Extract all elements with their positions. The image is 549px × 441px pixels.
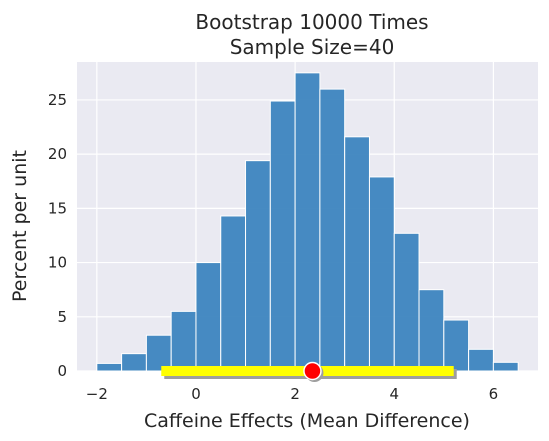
- histogram-bar: [344, 136, 370, 372]
- y-tick-label: 10: [48, 254, 67, 272]
- histogram-bar: [368, 176, 395, 372]
- histogram-bar: [269, 100, 296, 372]
- histogram-bar: [393, 232, 420, 372]
- x-tick-label: −2: [86, 385, 108, 403]
- histogram-bar: [418, 289, 445, 372]
- y-tick-label: 5: [57, 308, 67, 326]
- histogram-bar: [96, 362, 123, 372]
- histogram-bar: [195, 262, 222, 372]
- chart-title-line-1: Bootstrap 10000 Times: [195, 10, 428, 34]
- observed-statistic: [303, 361, 324, 382]
- y-axis-label: Percent per unit: [9, 150, 31, 302]
- histogram-bar: [319, 88, 346, 372]
- x-tick-label: 6: [489, 385, 499, 403]
- x-tick-label: 2: [290, 385, 300, 403]
- y-axis-ticks: 0 5 10 15 20 25: [48, 91, 67, 380]
- histogram-bar: [145, 334, 172, 372]
- x-axis-label: Caffeine Effects (Mean Difference): [144, 410, 470, 432]
- histogram-bar: [492, 361, 519, 372]
- histogram-bar: [220, 215, 247, 372]
- observed-point: [303, 361, 322, 381]
- histogram-bar: [443, 319, 470, 372]
- histogram-bar: [245, 160, 271, 372]
- histogram-bars: [96, 72, 519, 372]
- y-tick-label: 0: [57, 362, 67, 380]
- x-axis-ticks: −2 0 2 4 6: [86, 385, 498, 403]
- y-tick-label: 15: [48, 199, 67, 217]
- histogram-bar: [294, 72, 321, 372]
- x-tick-label: 4: [389, 385, 399, 403]
- x-tick-label: 0: [191, 385, 201, 403]
- histogram-bar: [170, 310, 197, 372]
- y-tick-label: 20: [48, 145, 67, 163]
- histogram-bar: [468, 348, 494, 372]
- y-tick-label: 25: [48, 91, 67, 109]
- histogram-bar: [121, 353, 147, 372]
- chart-title-line-2: Sample Size=40: [230, 35, 395, 59]
